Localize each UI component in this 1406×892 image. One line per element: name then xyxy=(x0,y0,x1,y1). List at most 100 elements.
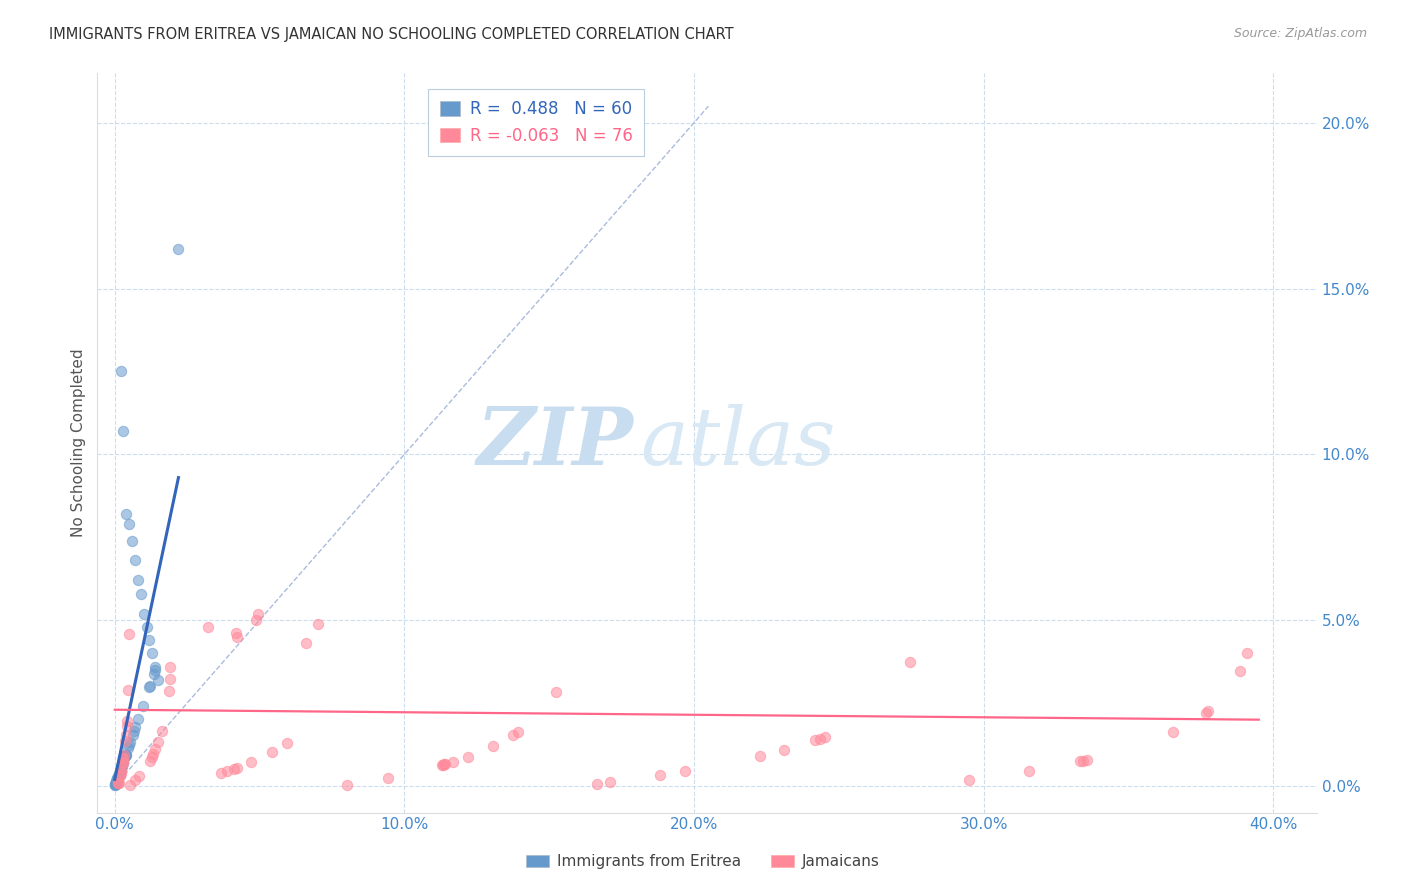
Point xyxy=(585,777,607,791)
Point xyxy=(127,574,149,588)
Point xyxy=(114,747,136,762)
Point xyxy=(430,757,453,772)
Point xyxy=(107,776,129,790)
Point xyxy=(115,507,138,521)
Point xyxy=(159,673,181,687)
Point xyxy=(110,766,132,780)
Point xyxy=(110,765,132,780)
Point xyxy=(377,771,399,785)
Point xyxy=(1069,754,1091,768)
Point xyxy=(121,533,143,548)
Point xyxy=(433,757,456,772)
Point xyxy=(112,751,135,765)
Point xyxy=(110,364,132,378)
Y-axis label: No Schooling Completed: No Schooling Completed xyxy=(72,349,86,537)
Point xyxy=(104,777,127,791)
Point xyxy=(295,636,318,650)
Point xyxy=(157,683,180,698)
Point xyxy=(115,719,138,733)
Point xyxy=(222,762,245,776)
Point xyxy=(209,766,232,780)
Point xyxy=(110,760,132,774)
Point xyxy=(336,778,359,792)
Point xyxy=(1236,646,1258,660)
Point xyxy=(240,755,263,769)
Point xyxy=(898,655,921,669)
Point xyxy=(773,743,796,757)
Point xyxy=(118,627,141,641)
Point xyxy=(104,778,127,792)
Point xyxy=(814,730,837,744)
Point xyxy=(118,735,141,749)
Point xyxy=(143,663,166,677)
Point xyxy=(434,756,457,771)
Point xyxy=(108,767,131,781)
Point xyxy=(675,764,697,779)
Point xyxy=(110,760,132,774)
Point xyxy=(226,761,249,775)
Point xyxy=(105,772,128,787)
Point xyxy=(546,684,568,698)
Point xyxy=(1018,764,1040,779)
Point xyxy=(108,767,131,781)
Point xyxy=(648,768,671,782)
Point xyxy=(112,748,135,763)
Point xyxy=(122,724,145,739)
Point xyxy=(1076,752,1098,766)
Point xyxy=(114,733,136,747)
Point xyxy=(111,756,134,770)
Point xyxy=(124,773,146,788)
Point xyxy=(112,755,135,769)
Point xyxy=(957,773,980,788)
Point xyxy=(105,772,128,787)
Point xyxy=(432,757,454,772)
Point xyxy=(128,768,150,782)
Point xyxy=(132,607,155,621)
Point xyxy=(115,728,138,742)
Point xyxy=(138,754,160,768)
Point xyxy=(105,773,128,788)
Point xyxy=(508,725,530,739)
Point xyxy=(105,774,128,789)
Point xyxy=(197,620,219,634)
Point xyxy=(120,778,142,792)
Point xyxy=(104,775,127,789)
Point xyxy=(1161,725,1184,739)
Point xyxy=(307,616,329,631)
Point xyxy=(245,613,267,627)
Point xyxy=(124,720,146,734)
Point xyxy=(105,774,128,789)
Point xyxy=(226,630,249,644)
Point xyxy=(114,748,136,763)
Point xyxy=(107,769,129,783)
Point xyxy=(107,767,129,781)
Point xyxy=(148,735,170,749)
Point xyxy=(121,728,143,742)
Point xyxy=(457,749,479,764)
Point xyxy=(1071,754,1094,768)
Point xyxy=(108,764,131,778)
Point xyxy=(167,242,190,256)
Point xyxy=(107,767,129,781)
Point xyxy=(111,756,134,771)
Point xyxy=(159,659,181,673)
Point xyxy=(107,776,129,790)
Point xyxy=(108,764,131,778)
Point xyxy=(150,723,173,738)
Point xyxy=(804,733,827,747)
Point xyxy=(141,646,163,660)
Point xyxy=(129,587,152,601)
Legend: R =  0.488   N = 60, R = -0.063   N = 76: R = 0.488 N = 60, R = -0.063 N = 76 xyxy=(429,88,644,156)
Point xyxy=(246,607,269,621)
Point xyxy=(141,749,163,764)
Point xyxy=(146,673,169,687)
Point xyxy=(111,755,134,769)
Text: ZIP: ZIP xyxy=(477,404,634,482)
Point xyxy=(107,771,129,785)
Point xyxy=(111,759,134,773)
Text: Source: ZipAtlas.com: Source: ZipAtlas.com xyxy=(1233,27,1367,40)
Point xyxy=(112,755,135,769)
Point xyxy=(117,683,139,698)
Point xyxy=(117,740,139,755)
Point xyxy=(1195,706,1218,720)
